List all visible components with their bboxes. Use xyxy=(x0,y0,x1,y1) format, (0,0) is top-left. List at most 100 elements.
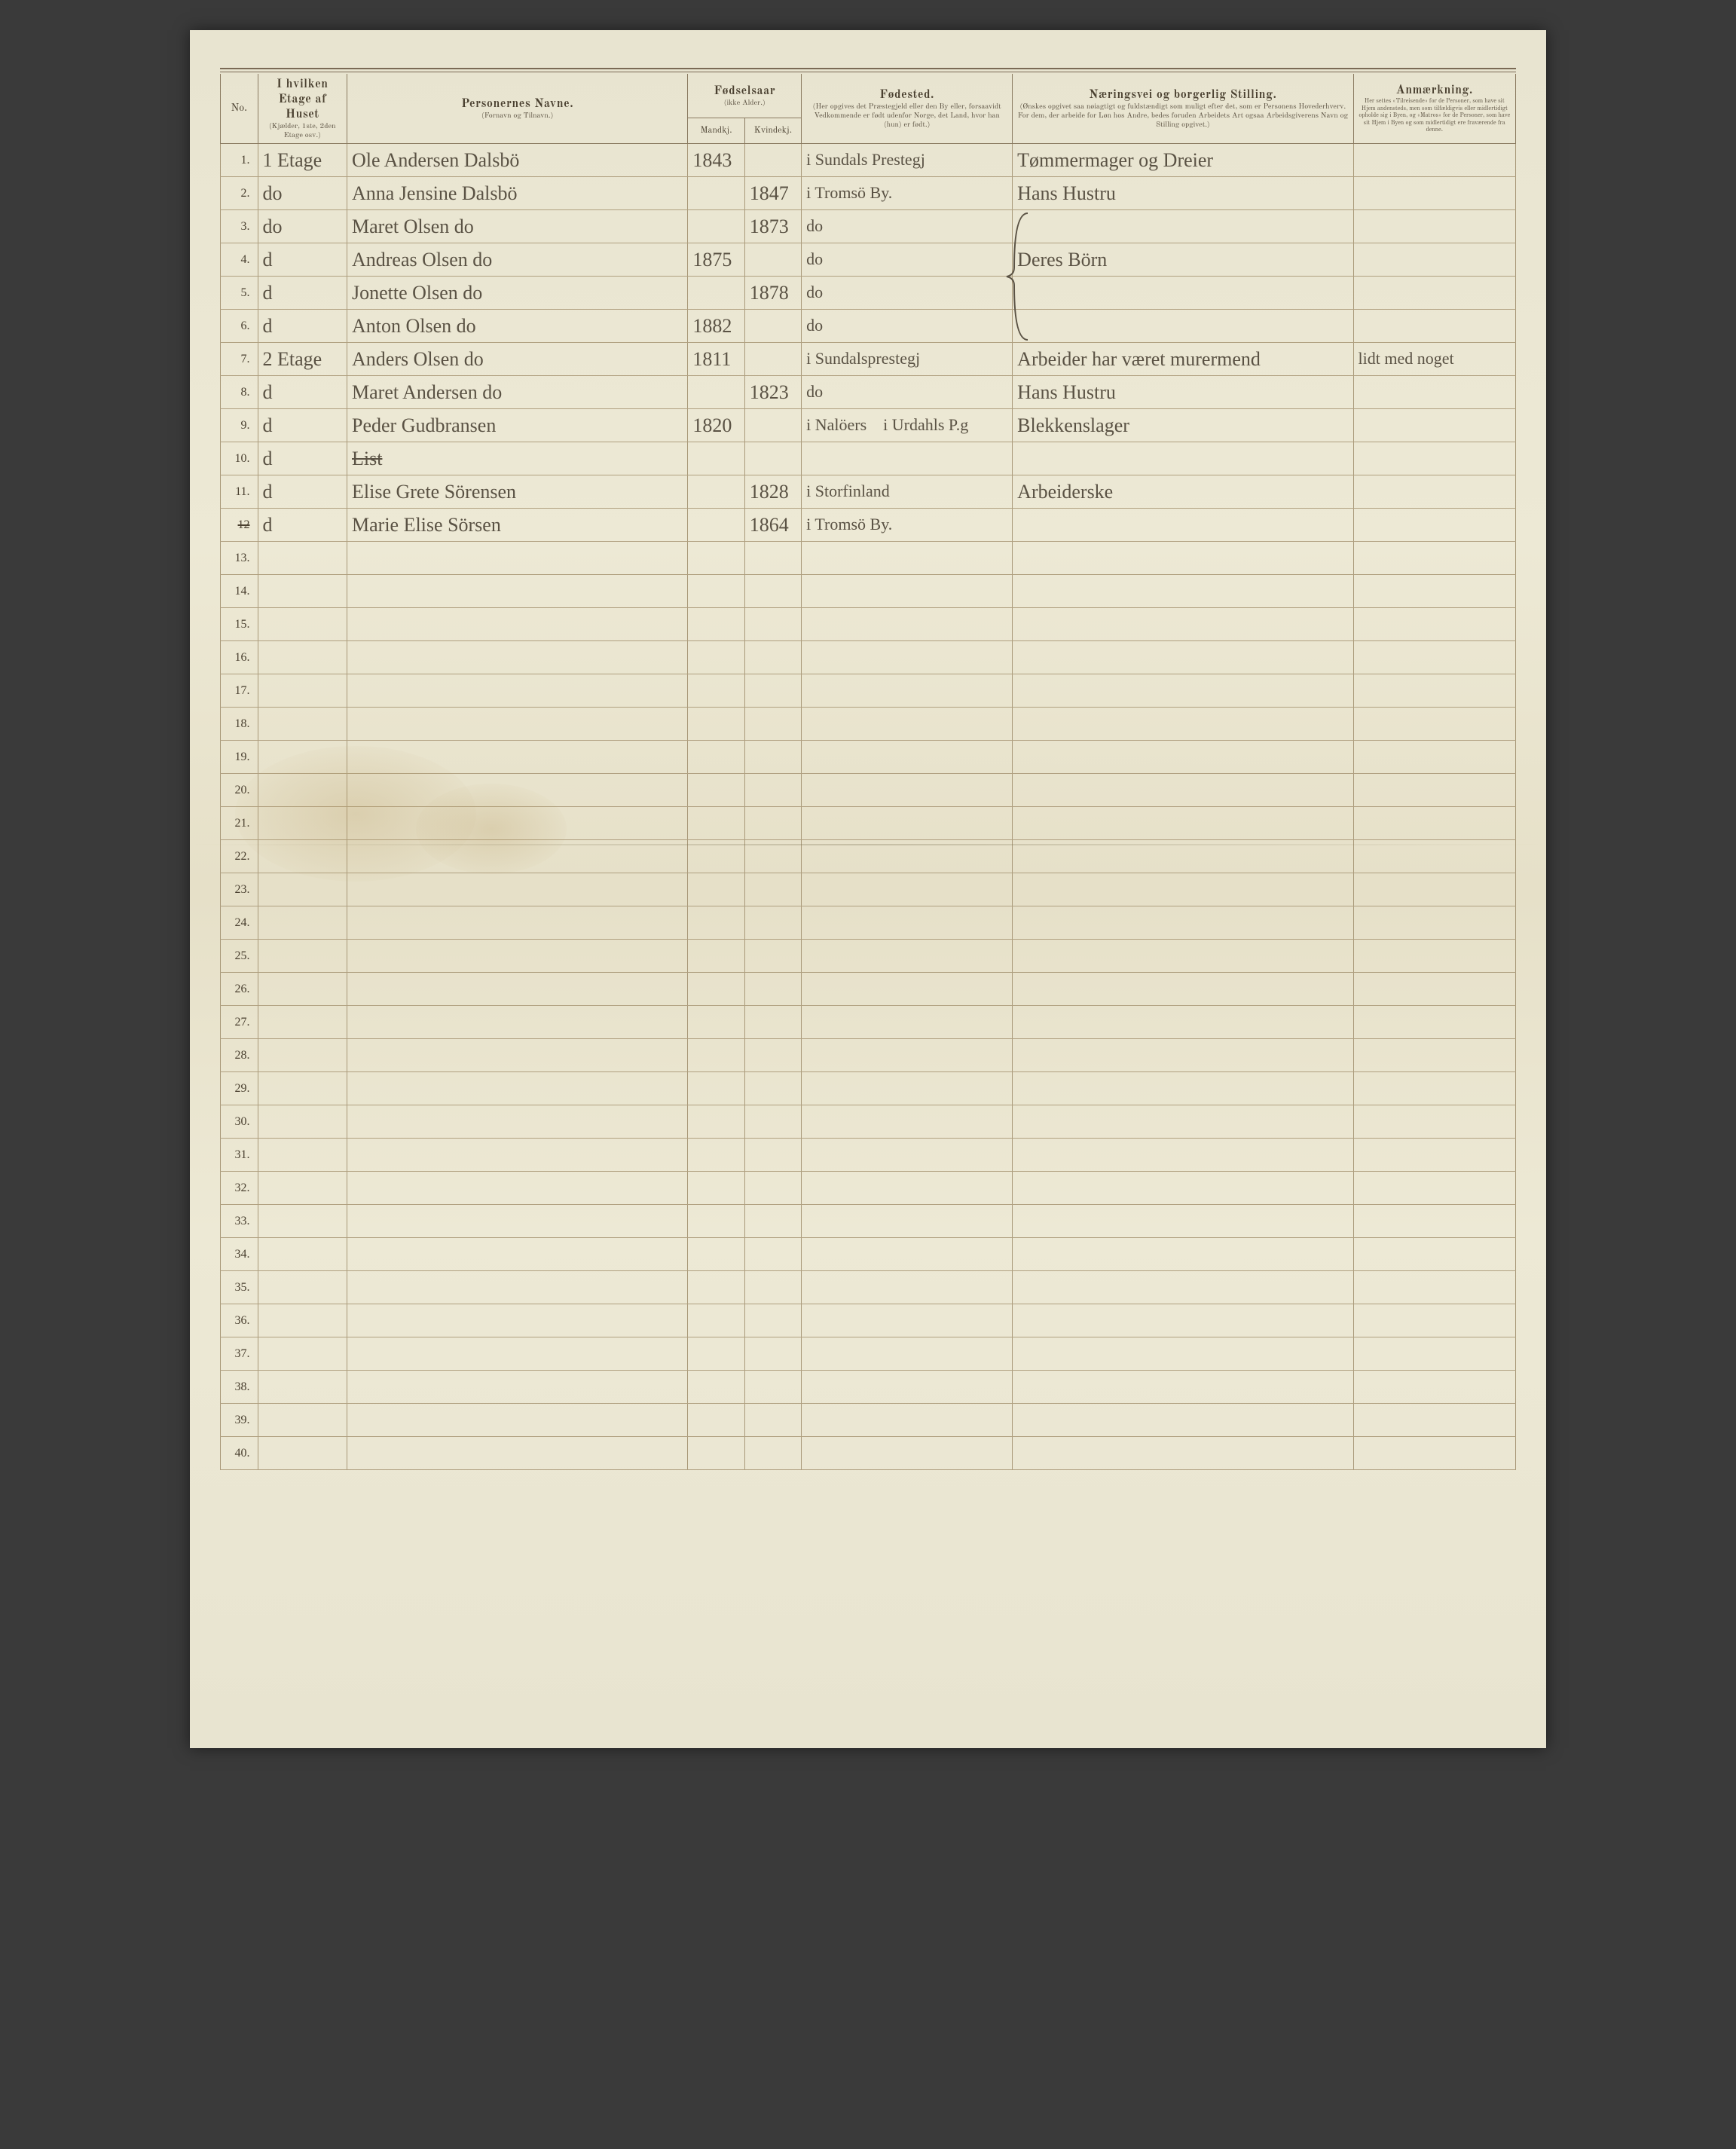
cell-etage: 2 Etage xyxy=(258,343,347,376)
cell-year-female xyxy=(744,1139,801,1172)
cell-year-male xyxy=(688,509,744,542)
cell-year-female xyxy=(744,243,801,277)
cell-occupation xyxy=(1013,1105,1353,1139)
cell-name xyxy=(347,608,688,641)
header-name-main: Personernes Navne. xyxy=(352,96,683,112)
cell-year-male xyxy=(688,1072,744,1105)
cell-year-female xyxy=(744,708,801,741)
cell-year-female xyxy=(744,1238,801,1271)
header-year: Fødselsaar (ikke Alder.) xyxy=(688,74,802,118)
cell-name: Ole Andersen Dalsbö xyxy=(347,144,688,177)
cell-name xyxy=(347,973,688,1006)
cell-year-male xyxy=(688,906,744,940)
cell-remark xyxy=(1353,1304,1515,1337)
cell-occupation xyxy=(1013,575,1353,608)
handwritten-text: d xyxy=(263,249,273,271)
cell-year-female xyxy=(744,1271,801,1304)
table-row: 17. xyxy=(221,674,1516,708)
handwritten-text: 1 Etage xyxy=(263,149,322,171)
cell-name xyxy=(347,1172,688,1205)
cell-rownum: 21. xyxy=(221,807,258,840)
cell-occupation: Blekkenslager xyxy=(1013,409,1353,442)
handwritten-text: d xyxy=(263,514,273,536)
cell-year-male xyxy=(688,641,744,674)
cell-occupation xyxy=(1013,973,1353,1006)
cell-rownum: 23. xyxy=(221,873,258,906)
cell-rownum: 11. xyxy=(221,475,258,509)
handwritten-text: 1828 xyxy=(750,481,789,503)
paper-fold xyxy=(190,844,1546,845)
cell-name xyxy=(347,641,688,674)
header-birthplace: Fødested. (Her opgives det Præstegjeld e… xyxy=(802,74,1013,144)
handwritten-text: Anders Olsen do xyxy=(352,348,484,370)
handwritten-text: i Sundalsprestegj xyxy=(806,349,920,368)
cell-birthplace xyxy=(802,1172,1013,1205)
cell-remark xyxy=(1353,940,1515,973)
handwritten-text: Maret Olsen do xyxy=(352,216,474,237)
cell-name xyxy=(347,1337,688,1371)
cell-year-male xyxy=(688,1205,744,1238)
census-page: No. I hvilken Etage af Huset (Kjælder, 1… xyxy=(190,30,1546,1748)
cell-year-male xyxy=(688,210,744,243)
header-year-male: Mandkj. xyxy=(688,118,744,143)
cell-year-male xyxy=(688,608,744,641)
cell-year-female xyxy=(744,807,801,840)
cell-remark xyxy=(1353,774,1515,807)
cell-year-male xyxy=(688,1238,744,1271)
handwritten-text: Arbeiderske xyxy=(1017,481,1113,503)
cell-rownum: 8. xyxy=(221,376,258,409)
handwritten-text: 1820 xyxy=(692,414,732,436)
cell-etage xyxy=(258,1172,347,1205)
cell-birthplace xyxy=(802,1304,1013,1337)
cell-etage xyxy=(258,741,347,774)
cell-occupation xyxy=(1013,1006,1353,1039)
cell-remark xyxy=(1353,873,1515,906)
cell-birthplace xyxy=(802,807,1013,840)
cell-etage xyxy=(258,807,347,840)
table-row: 26. xyxy=(221,973,1516,1006)
cell-birthplace xyxy=(802,973,1013,1006)
table-row: 33. xyxy=(221,1205,1516,1238)
cell-etage xyxy=(258,1271,347,1304)
cell-year-male xyxy=(688,542,744,575)
cell-etage xyxy=(258,1437,347,1470)
cell-remark xyxy=(1353,674,1515,708)
handwritten-text: 1875 xyxy=(692,249,732,271)
cell-name: Andreas Olsen do xyxy=(347,243,688,277)
cell-year-female xyxy=(744,1404,801,1437)
cell-birthplace xyxy=(802,1139,1013,1172)
cell-etage: d xyxy=(258,243,347,277)
header-no: No. xyxy=(221,74,258,144)
cell-year-female xyxy=(744,409,801,442)
cell-year-female: 1828 xyxy=(744,475,801,509)
cell-rownum: 6. xyxy=(221,310,258,343)
handwritten-text: Anna Jensine Dalsbö xyxy=(352,182,518,204)
cell-birthplace: i Tromsö By. xyxy=(802,509,1013,542)
cell-occupation xyxy=(1013,1238,1353,1271)
cell-year-male xyxy=(688,376,744,409)
cell-occupation xyxy=(1013,807,1353,840)
cell-remark xyxy=(1353,509,1515,542)
cell-year-male xyxy=(688,277,744,310)
cell-year-male xyxy=(688,1371,744,1404)
cell-rownum: 16. xyxy=(221,641,258,674)
cell-name xyxy=(347,1039,688,1072)
cell-remark xyxy=(1353,144,1515,177)
table-row: 15. xyxy=(221,608,1516,641)
cell-birthplace xyxy=(802,1039,1013,1072)
handwritten-text: i Sundals Prestegj xyxy=(806,150,925,169)
cell-remark xyxy=(1353,575,1515,608)
cell-name xyxy=(347,575,688,608)
cell-year-male xyxy=(688,940,744,973)
cell-year-male xyxy=(688,475,744,509)
cell-birthplace xyxy=(802,1072,1013,1105)
cell-birthplace xyxy=(802,1271,1013,1304)
handwritten-text: i Tromsö By. xyxy=(806,183,892,202)
table-row: 35. xyxy=(221,1271,1516,1304)
table-row: 20. xyxy=(221,774,1516,807)
cell-remark xyxy=(1353,641,1515,674)
cell-rownum: 38. xyxy=(221,1371,258,1404)
cell-etage: d xyxy=(258,509,347,542)
header-remark-sub: Her settes «Tilreisende» for de Personer… xyxy=(1359,98,1511,134)
cell-year-female: 1823 xyxy=(744,376,801,409)
